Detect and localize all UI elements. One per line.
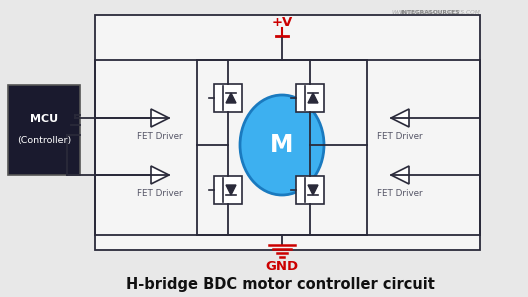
Text: FET Driver: FET Driver xyxy=(377,132,423,141)
Polygon shape xyxy=(391,166,409,184)
Text: INTEGRASOURCES: INTEGRASOURCES xyxy=(400,10,460,15)
Bar xyxy=(296,84,324,112)
Text: (Controller): (Controller) xyxy=(17,136,71,145)
Text: MCU: MCU xyxy=(30,114,58,124)
Text: GND: GND xyxy=(266,260,298,274)
Bar xyxy=(214,84,242,112)
Text: +V: +V xyxy=(271,15,293,29)
Bar xyxy=(296,176,324,204)
Text: WWW.INTEGRASOURCES.COM: WWW.INTEGRASOURCES.COM xyxy=(391,10,480,15)
Text: FET Driver: FET Driver xyxy=(377,189,423,198)
Polygon shape xyxy=(226,185,236,195)
Text: M: M xyxy=(270,133,294,157)
Polygon shape xyxy=(226,93,236,103)
Bar xyxy=(8,85,80,175)
Polygon shape xyxy=(391,109,409,127)
Bar xyxy=(197,60,367,235)
Polygon shape xyxy=(151,166,169,184)
Ellipse shape xyxy=(240,95,324,195)
Bar xyxy=(95,15,480,250)
Bar xyxy=(214,176,242,204)
Text: FET Driver: FET Driver xyxy=(137,132,183,141)
Polygon shape xyxy=(308,93,318,103)
Polygon shape xyxy=(308,185,318,195)
Text: H-bridge BDC motor controller circuit: H-bridge BDC motor controller circuit xyxy=(126,277,435,291)
Text: FET Driver: FET Driver xyxy=(137,189,183,198)
Polygon shape xyxy=(151,109,169,127)
